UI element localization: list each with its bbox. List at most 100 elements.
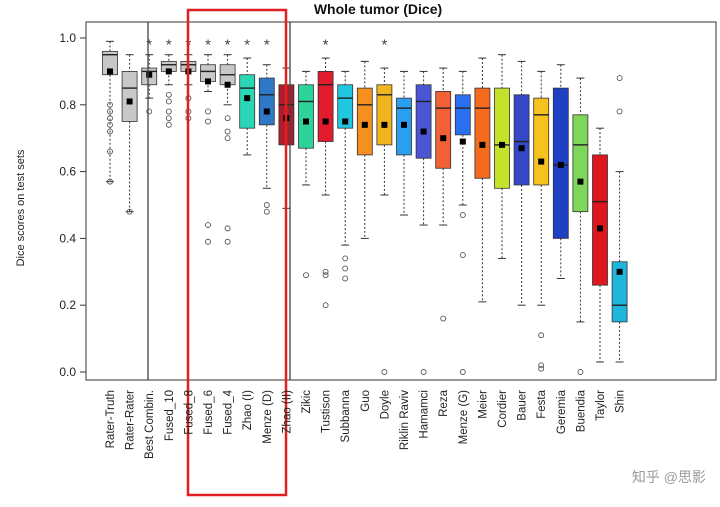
outlier-point bbox=[107, 128, 113, 135]
mean-marker bbox=[342, 118, 349, 125]
mean-marker bbox=[165, 68, 172, 75]
outlier-point bbox=[322, 272, 329, 279]
outlier-point bbox=[224, 238, 231, 245]
mean-marker bbox=[107, 68, 113, 75]
outlier-point bbox=[224, 135, 231, 142]
outlier-point bbox=[263, 208, 270, 215]
outlier-point bbox=[381, 369, 388, 375]
mean-marker bbox=[440, 135, 447, 142]
box-iqr bbox=[102, 50, 118, 76]
box-cordier bbox=[494, 54, 510, 259]
box-fused-6: * bbox=[200, 37, 216, 245]
box-geremia bbox=[552, 64, 569, 279]
box-tustison: * bbox=[317, 37, 334, 309]
outlier-point bbox=[224, 225, 231, 232]
outlier-point bbox=[107, 148, 113, 155]
mean-marker bbox=[205, 78, 211, 85]
box-doyle: * bbox=[376, 37, 393, 375]
category-label: Fused_8 bbox=[183, 390, 195, 435]
mean-marker bbox=[557, 161, 564, 168]
outlier-point bbox=[205, 118, 211, 125]
outlier-point bbox=[224, 115, 231, 122]
outlier-point bbox=[459, 369, 466, 375]
mean-marker bbox=[381, 121, 388, 128]
box-riklin-raviv bbox=[396, 70, 412, 216]
category-label: Fused_6 bbox=[203, 390, 215, 435]
outlier-point bbox=[420, 369, 427, 375]
box-fused-4: * bbox=[219, 37, 236, 245]
y-tick-label: 0.8 bbox=[59, 98, 76, 112]
outlier-point bbox=[263, 202, 270, 208]
mean-marker bbox=[263, 108, 270, 115]
y-tick-label: 0.6 bbox=[59, 165, 76, 179]
mean-marker bbox=[577, 178, 584, 185]
category-label: Taylor bbox=[595, 390, 607, 421]
outlier-point bbox=[322, 302, 329, 309]
outlier-point bbox=[322, 268, 329, 275]
category-label: Reza bbox=[438, 389, 450, 416]
mean-marker bbox=[538, 158, 545, 165]
star-marker: * bbox=[264, 37, 270, 54]
fused-highlight-box bbox=[186, 8, 288, 497]
box-menze-d: * bbox=[258, 37, 275, 215]
mean-marker bbox=[597, 225, 603, 232]
outlier-point bbox=[342, 265, 349, 272]
box-iqr bbox=[356, 87, 373, 156]
y-tick-label: 0.4 bbox=[59, 231, 76, 245]
category-label: Fused_4 bbox=[223, 389, 235, 434]
box-fused-10: * bbox=[160, 37, 177, 128]
outlier-point bbox=[538, 332, 545, 339]
mean-marker bbox=[479, 141, 486, 148]
star-marker: * bbox=[205, 37, 211, 54]
category-label: Menze (D) bbox=[262, 390, 274, 444]
mean-marker bbox=[420, 128, 427, 135]
mean-marker bbox=[518, 145, 525, 152]
mean-marker bbox=[244, 95, 251, 102]
box-iqr bbox=[435, 91, 452, 169]
category-label: Doyle bbox=[379, 390, 391, 419]
box-iqr bbox=[121, 71, 138, 122]
box-iqr bbox=[298, 84, 314, 149]
category-label: Fused_10 bbox=[164, 390, 176, 441]
outlier-point bbox=[107, 101, 113, 108]
mean-marker bbox=[322, 118, 329, 125]
y-axis-label: Dice scores on test sets bbox=[15, 149, 27, 266]
category-label: Subbanna bbox=[340, 389, 352, 442]
box-rater-truth bbox=[102, 40, 118, 185]
category-label: Rater-Truth bbox=[105, 390, 117, 448]
mean-marker bbox=[616, 268, 623, 275]
category-label: Zhao (I) bbox=[242, 390, 254, 430]
box-iqr bbox=[415, 84, 432, 159]
outlier-point bbox=[107, 178, 113, 185]
mean-marker bbox=[224, 81, 231, 88]
box-shin bbox=[611, 75, 628, 363]
category-label: Festa bbox=[536, 389, 548, 418]
star-marker: * bbox=[381, 37, 387, 54]
category-label: Hamamci bbox=[419, 390, 431, 439]
box-iqr bbox=[533, 97, 550, 186]
mean-marker bbox=[459, 138, 466, 145]
category-label: Riklin Raviv bbox=[399, 390, 411, 450]
outlier-point bbox=[107, 121, 113, 128]
outlier-point bbox=[616, 108, 623, 115]
box-meier bbox=[474, 57, 491, 303]
mean-marker bbox=[499, 141, 505, 148]
box-taylor bbox=[592, 127, 608, 363]
box-subbanna bbox=[337, 70, 354, 282]
mean-marker bbox=[361, 121, 368, 128]
outlier-point bbox=[107, 108, 113, 115]
box-iqr bbox=[239, 74, 256, 129]
outlier-point bbox=[440, 315, 447, 322]
outlier-point bbox=[459, 252, 466, 259]
outlier-point bbox=[224, 128, 231, 135]
chart-title: Whole tumor (Dice) bbox=[314, 1, 442, 17]
plot-frame bbox=[85, 21, 717, 381]
star-marker: * bbox=[225, 37, 231, 54]
outlier-point bbox=[165, 115, 172, 122]
category-label: Zhao (II) bbox=[281, 390, 293, 434]
category-label: Guo bbox=[360, 390, 372, 412]
outlier-point bbox=[146, 108, 153, 115]
outlier-point bbox=[165, 121, 172, 128]
watermark-text: 知乎 @思影 bbox=[632, 469, 706, 485]
category-label: Geremia bbox=[556, 389, 568, 434]
